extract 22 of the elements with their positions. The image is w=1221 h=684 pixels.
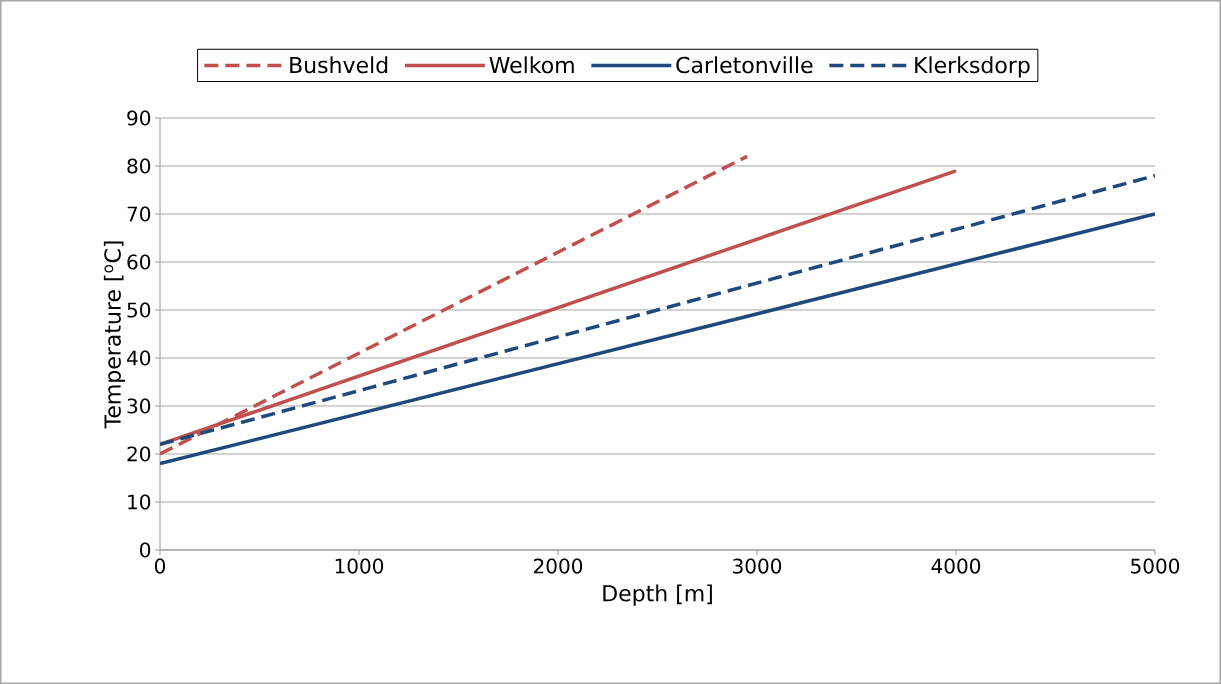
x-tick-label: 3000 <box>733 558 782 574</box>
x-tick-label: 2000 <box>534 558 583 574</box>
y-tick-label: 10 <box>128 494 151 510</box>
x-axis-title: Depth [m] <box>603 584 712 606</box>
y-tick-label: 90 <box>127 110 151 126</box>
x-tick-label: 5000 <box>1131 558 1180 574</box>
y-tick-label: 40 <box>127 350 151 366</box>
y-tick-label: 60 <box>127 254 151 270</box>
x-tick-label: 1000 <box>335 558 384 574</box>
x-tick-label: 0 <box>154 558 166 574</box>
legend-label: Carletonville <box>676 56 813 74</box>
y-tick-label: 20 <box>127 446 151 462</box>
y-tick-label: 50 <box>127 302 151 318</box>
legend-label: Bushveld <box>290 56 388 74</box>
y-axis-title: Temperature [$^{o}$C] <box>103 241 126 429</box>
legend-label: Welkom <box>489 56 574 74</box>
y-tick-label: 0 <box>140 542 151 558</box>
y-tick-label: 70 <box>127 206 151 222</box>
y-tick-label: 80 <box>127 158 151 174</box>
y-tick-label: 30 <box>127 398 151 414</box>
x-tick-label: 4000 <box>931 558 981 574</box>
legend-label: Klerksdorp <box>915 56 1030 78</box>
